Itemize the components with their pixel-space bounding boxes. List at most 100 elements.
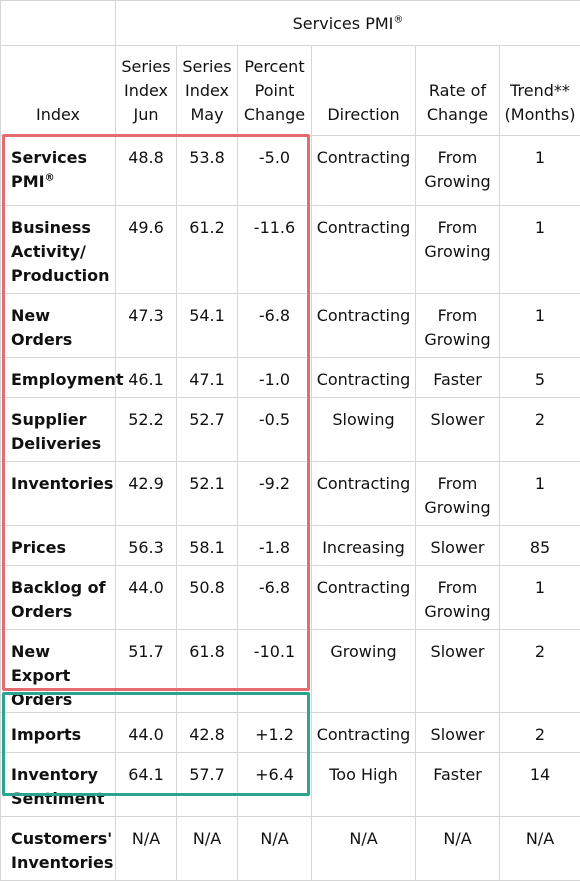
cell-direction: Contracting bbox=[312, 358, 416, 398]
table-row: Prices 56.3 58.1 -1.8 Increasing Slower … bbox=[1, 526, 580, 566]
table-row: New Orders 47.3 54.1 -6.8 Contracting Fr… bbox=[1, 294, 580, 358]
cell-change: -0.5 bbox=[238, 398, 312, 462]
cell-change: -11.6 bbox=[238, 206, 312, 294]
table-row: Supplier Deliveries 52.2 52.7 -0.5 Slowi… bbox=[1, 398, 580, 462]
cell-jun: 44.0 bbox=[116, 713, 177, 753]
cell-change: -10.1 bbox=[238, 630, 312, 713]
cell-trend: 1 bbox=[500, 136, 580, 206]
cell-trend: 2 bbox=[500, 630, 580, 713]
cell-direction: Too High bbox=[312, 753, 416, 817]
group-title-text: Services PMI bbox=[293, 14, 394, 33]
cell-direction: Contracting bbox=[312, 136, 416, 206]
cell-may: 47.1 bbox=[177, 358, 238, 398]
cell-trend: N/A bbox=[500, 817, 580, 881]
row-index-cell: Employment bbox=[1, 358, 116, 398]
row-index-cell: Prices bbox=[1, 526, 116, 566]
cell-may: 54.1 bbox=[177, 294, 238, 358]
cell-direction: Contracting bbox=[312, 713, 416, 753]
cell-rate: Slower bbox=[416, 713, 500, 753]
cell-direction: Increasing bbox=[312, 526, 416, 566]
table-row: Services PMI® 48.8 53.8 -5.0 Contracting… bbox=[1, 136, 580, 206]
cell-change: -1.8 bbox=[238, 526, 312, 566]
cell-rate: Slower bbox=[416, 526, 500, 566]
table-row: Employment 46.1 47.1 -1.0 Contracting Fa… bbox=[1, 358, 580, 398]
cell-rate: From Growing bbox=[416, 462, 500, 526]
row-index-cell: Customers' Inventories bbox=[1, 817, 116, 881]
cell-change: -1.0 bbox=[238, 358, 312, 398]
row-index-cell: Business Activity/ Production bbox=[1, 206, 116, 294]
cell-trend: 1 bbox=[500, 206, 580, 294]
cell-change: +1.2 bbox=[238, 713, 312, 753]
cell-change: -5.0 bbox=[238, 136, 312, 206]
cell-direction: Growing bbox=[312, 630, 416, 713]
registered-mark: ® bbox=[45, 173, 55, 184]
cell-trend: 1 bbox=[500, 462, 580, 526]
table-row: Business Activity/ Production 49.6 61.2 … bbox=[1, 206, 580, 294]
row-index-cell: Inventory Sentiment bbox=[1, 753, 116, 817]
col-header-series-may: Series Index May bbox=[177, 46, 238, 136]
row-index-label: Services PMI bbox=[11, 148, 87, 191]
cell-direction: Contracting bbox=[312, 462, 416, 526]
cell-rate: Faster bbox=[416, 753, 500, 817]
table-row: Inventories 42.9 52.1 -9.2 Contracting F… bbox=[1, 462, 580, 526]
cell-jun: 47.3 bbox=[116, 294, 177, 358]
col-header-rate-of-change: Rate of Change bbox=[416, 46, 500, 136]
cell-jun: 56.3 bbox=[116, 526, 177, 566]
cell-may: N/A bbox=[177, 817, 238, 881]
col-header-percent-change: Percent Point Change bbox=[238, 46, 312, 136]
header-group-title: Services PMI® bbox=[116, 1, 580, 46]
cell-direction: Contracting bbox=[312, 566, 416, 630]
cell-rate: Faster bbox=[416, 358, 500, 398]
table-row: Imports 44.0 42.8 +1.2 Contracting Slowe… bbox=[1, 713, 580, 753]
row-index-cell: Backlog of Orders bbox=[1, 566, 116, 630]
cell-change: -6.8 bbox=[238, 294, 312, 358]
cell-trend: 14 bbox=[500, 753, 580, 817]
pmi-table-container: Services PMI® Index Series Index Jun Ser… bbox=[0, 0, 580, 860]
col-header-direction: Direction bbox=[312, 46, 416, 136]
header-columns-row: Index Series Index Jun Series Index May … bbox=[1, 46, 580, 136]
col-header-index: Index bbox=[1, 46, 116, 136]
cell-jun: 46.1 bbox=[116, 358, 177, 398]
cell-may: 57.7 bbox=[177, 753, 238, 817]
cell-jun: 52.2 bbox=[116, 398, 177, 462]
cell-rate: From Growing bbox=[416, 294, 500, 358]
cell-change: +6.4 bbox=[238, 753, 312, 817]
row-index-cell: New Orders bbox=[1, 294, 116, 358]
header-blank-cell bbox=[1, 1, 116, 46]
cell-may: 61.8 bbox=[177, 630, 238, 713]
row-index-cell: Inventories bbox=[1, 462, 116, 526]
row-index-cell: Services PMI® bbox=[1, 136, 116, 206]
cell-direction: Contracting bbox=[312, 294, 416, 358]
col-header-series-jun: Series Index Jun bbox=[116, 46, 177, 136]
cell-direction: N/A bbox=[312, 817, 416, 881]
row-index-cell: New Export Orders bbox=[1, 630, 116, 713]
cell-trend: 1 bbox=[500, 294, 580, 358]
cell-rate: From Growing bbox=[416, 206, 500, 294]
cell-rate: Slower bbox=[416, 398, 500, 462]
cell-may: 53.8 bbox=[177, 136, 238, 206]
cell-rate: From Growing bbox=[416, 566, 500, 630]
header-group-row: Services PMI® bbox=[1, 1, 580, 46]
cell-may: 58.1 bbox=[177, 526, 238, 566]
cell-jun: 48.8 bbox=[116, 136, 177, 206]
row-index-cell: Imports bbox=[1, 713, 116, 753]
cell-trend: 5 bbox=[500, 358, 580, 398]
cell-rate: Slower bbox=[416, 630, 500, 713]
table-row: Backlog of Orders 44.0 50.8 -6.8 Contrac… bbox=[1, 566, 580, 630]
table-row: Inventory Sentiment 64.1 57.7 +6.4 Too H… bbox=[1, 753, 580, 817]
cell-jun: 42.9 bbox=[116, 462, 177, 526]
cell-trend: 2 bbox=[500, 713, 580, 753]
cell-change: N/A bbox=[238, 817, 312, 881]
row-index-cell: Supplier Deliveries bbox=[1, 398, 116, 462]
table-row: Customers' Inventories N/A N/A N/A N/A N… bbox=[1, 817, 580, 881]
cell-rate: From Growing bbox=[416, 136, 500, 206]
cell-may: 61.2 bbox=[177, 206, 238, 294]
cell-jun: 51.7 bbox=[116, 630, 177, 713]
cell-jun: 49.6 bbox=[116, 206, 177, 294]
cell-may: 52.1 bbox=[177, 462, 238, 526]
registered-mark: ® bbox=[393, 14, 403, 25]
cell-rate: N/A bbox=[416, 817, 500, 881]
cell-trend: 85 bbox=[500, 526, 580, 566]
cell-trend: 1 bbox=[500, 566, 580, 630]
